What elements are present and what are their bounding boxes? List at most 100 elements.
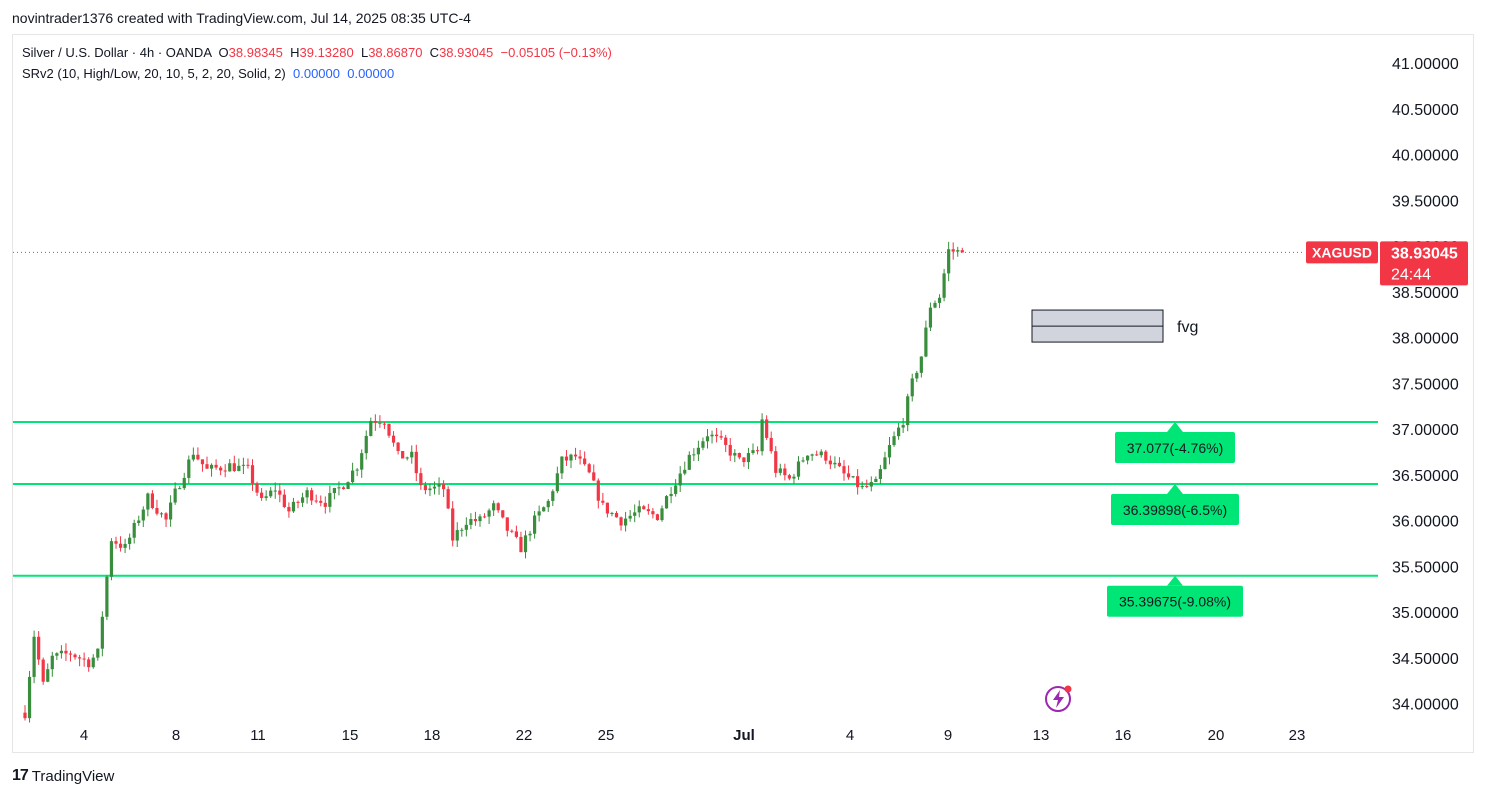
candle-body: [241, 464, 245, 466]
candle-body: [883, 457, 887, 470]
candle-body: [455, 530, 459, 541]
fvg-label: fvg: [1177, 319, 1198, 336]
symbol-tag-label: XAGUSD: [1312, 244, 1372, 260]
candle-body: [742, 457, 746, 463]
candle-body: [646, 509, 650, 512]
y-tick-label: 36.00000: [1392, 514, 1459, 531]
x-tick-label: 11: [250, 727, 266, 744]
candle-body: [560, 456, 564, 474]
notification-dot: [1064, 685, 1072, 693]
candle-body: [100, 616, 104, 649]
candle-body: [860, 486, 864, 488]
tradingview-brand: TradingView: [31, 767, 115, 785]
y-tick-label: 35.50000: [1392, 559, 1459, 576]
symbol-tag[interactable]: [1306, 241, 1378, 264]
candle-body: [219, 467, 223, 471]
candle-body: [437, 484, 441, 487]
candle-body: [360, 453, 364, 470]
candle-body: [141, 509, 145, 521]
candle-body: [523, 535, 528, 553]
flash-icon[interactable]: [1045, 686, 1071, 712]
y-tick-label: 40.00000: [1392, 148, 1459, 165]
candle-body: [933, 302, 937, 308]
candle-body: [473, 519, 478, 522]
candle-body: [169, 502, 173, 520]
candle-body: [687, 454, 691, 470]
candle-body: [783, 468, 787, 476]
candle-body: [291, 501, 296, 512]
candle-body: [846, 473, 851, 478]
candle-body: [460, 529, 464, 531]
sr-level-pointer: [1167, 483, 1183, 494]
chart-frame[interactable]: [12, 34, 1474, 753]
candle-body: [387, 423, 391, 436]
symbol-line[interactable]: Silver / U.S. Dollar · 4h · OANDA: [22, 45, 212, 60]
high-label: H: [290, 45, 300, 60]
candle-body: [746, 453, 751, 463]
candle-body: [683, 469, 687, 474]
candle-body: [833, 462, 837, 465]
candle-body: [105, 576, 109, 617]
y-tick-label: 35.00000: [1392, 605, 1459, 622]
candle-body: [487, 510, 491, 517]
candle-body: [910, 378, 914, 397]
tradingview-logo[interactable]: 17 TradingView: [12, 767, 114, 785]
candle-body: [824, 451, 828, 461]
candle-body: [510, 530, 514, 532]
candle-body: [601, 500, 605, 503]
x-tick-label: 8: [172, 727, 180, 744]
x-tick-label: 9: [944, 727, 952, 744]
candle-body: [178, 488, 182, 490]
candle-body: [633, 512, 637, 516]
candle-body: [423, 485, 427, 491]
candle-body: [209, 464, 214, 469]
candle-body: [505, 517, 509, 531]
candle-body: [282, 494, 286, 508]
candle-body: [82, 658, 86, 660]
candle-body: [774, 451, 778, 473]
candle-body: [878, 469, 882, 479]
candle-body: [55, 653, 59, 656]
candle-body: [542, 507, 546, 512]
indicator-label[interactable]: SRv2 (10, High/Low, 20, 10, 5, 2, 20, So…: [22, 66, 286, 81]
candle-body: [68, 653, 73, 655]
candle-body: [23, 712, 27, 719]
x-tick-label: Jul: [733, 727, 755, 744]
x-tick-label: 16: [1115, 727, 1132, 744]
candle-body: [164, 513, 168, 520]
candle-body: [715, 434, 719, 437]
sr-level-badge[interactable]: [1107, 585, 1243, 617]
candle-body: [492, 503, 496, 511]
candle-body: [314, 500, 318, 502]
x-tick-label: 15: [342, 727, 359, 744]
candle-body: [287, 507, 291, 512]
candle-body: [432, 486, 437, 489]
candle-body: [573, 454, 578, 457]
candle-body: [228, 463, 232, 472]
candle-body: [915, 372, 919, 379]
candle-body: [610, 512, 614, 514]
candle-body: [355, 469, 359, 471]
candle-body: [828, 460, 832, 465]
candle-body: [842, 466, 846, 474]
candle-body: [428, 488, 432, 491]
y-tick-label: 40.50000: [1392, 102, 1459, 119]
candle-body: [182, 477, 186, 489]
candle-body: [191, 454, 195, 460]
candle-body: [897, 427, 901, 437]
candle-body: [351, 470, 355, 483]
candle-body: [501, 510, 505, 518]
candle-body: [956, 250, 960, 252]
candle-body: [856, 476, 860, 488]
last-price-tag[interactable]: [1380, 241, 1468, 286]
candle-body: [737, 452, 741, 458]
candle-body: [405, 457, 409, 459]
candle-body: [155, 507, 159, 514]
sr-level-badge[interactable]: [1115, 431, 1235, 463]
candle-body: [401, 451, 405, 459]
sr-level-badge[interactable]: [1111, 493, 1239, 525]
candle-body: [482, 516, 487, 518]
candle-body: [246, 464, 250, 466]
candle-body: [837, 462, 842, 467]
